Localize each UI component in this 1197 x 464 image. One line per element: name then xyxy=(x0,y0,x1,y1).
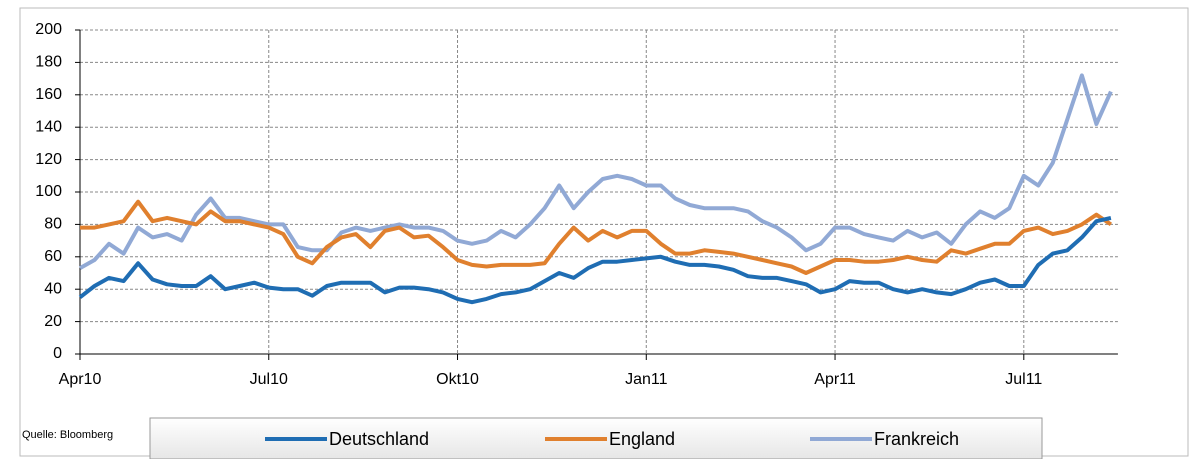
y-tick-label: 120 xyxy=(35,151,62,168)
source: Quelle: Bloomberg xyxy=(22,429,113,441)
series-line xyxy=(80,199,1113,275)
x-tick-label: Jul10 xyxy=(250,371,288,388)
x-tick-label: Okt10 xyxy=(436,371,479,388)
y-tick-label: 40 xyxy=(44,280,62,297)
y-tick-label: 200 xyxy=(35,21,62,38)
series-line xyxy=(78,215,1112,305)
legend-label: Frankreich xyxy=(874,429,959,449)
y-tick-label: 60 xyxy=(44,248,62,265)
y-tick-label: 20 xyxy=(44,313,62,330)
x-tick-label: Apr11 xyxy=(814,371,856,388)
series-line xyxy=(79,73,1113,270)
y-tick-label: 140 xyxy=(35,118,62,135)
y-tick-label: 80 xyxy=(44,216,62,233)
x-tick-label: Jan11 xyxy=(625,371,668,388)
legend-label: Deutschland xyxy=(329,429,429,449)
x-tick-label: Apr10 xyxy=(59,371,102,388)
y-tick-label: 180 xyxy=(35,54,62,71)
y-tick-label: 0 xyxy=(53,345,62,362)
x-tick-label: Jul11 xyxy=(1005,371,1042,388)
y-tick-label: 160 xyxy=(35,86,62,103)
legend-label: England xyxy=(609,429,675,449)
y-tick-label: 100 xyxy=(35,183,62,200)
